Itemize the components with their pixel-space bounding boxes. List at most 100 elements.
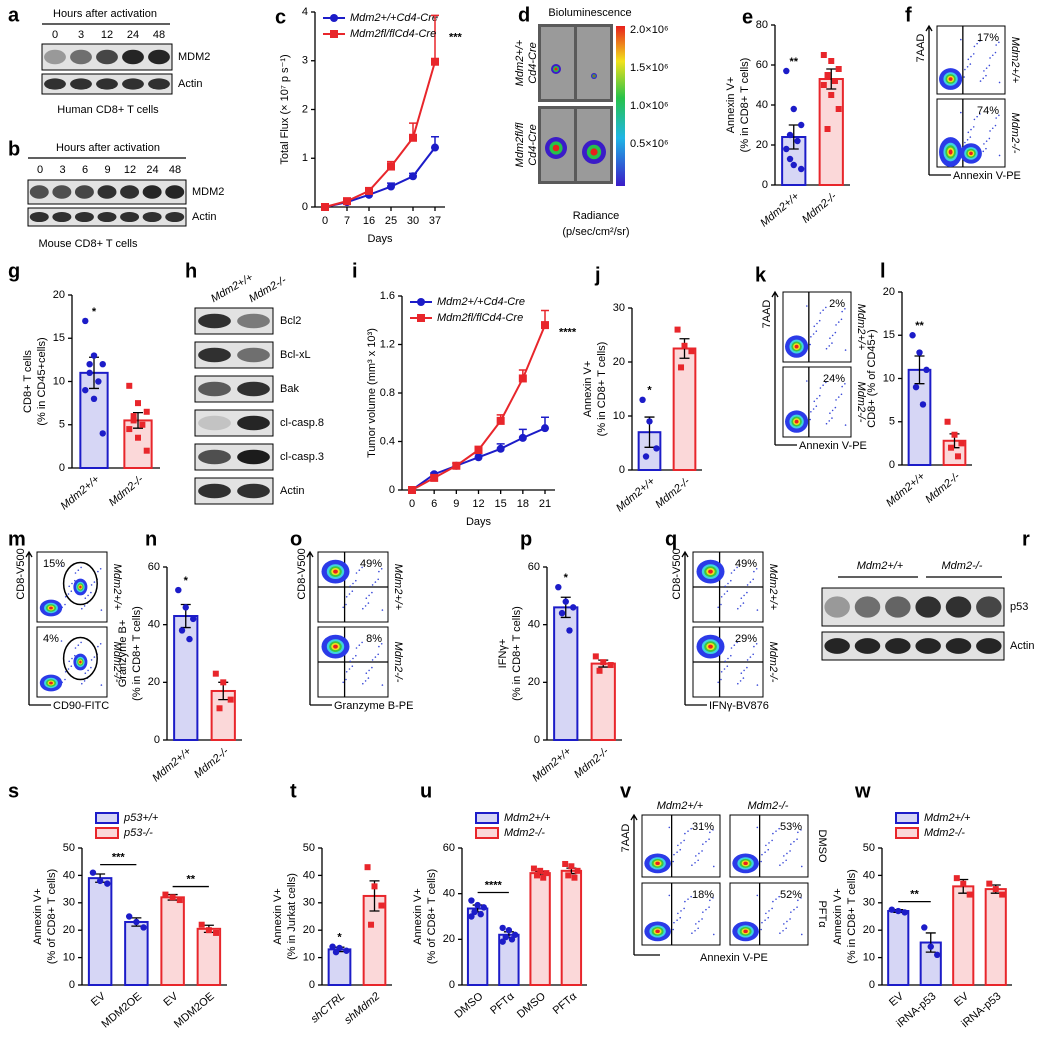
- blot-band: [915, 638, 941, 654]
- event: [746, 659, 749, 661]
- blot-band: [915, 596, 941, 618]
- bar: [529, 872, 551, 986]
- panel-letter: t: [290, 780, 297, 802]
- event: [796, 906, 798, 908]
- data-point: [895, 907, 902, 915]
- x-tick-label: Mdm2-/-: [192, 745, 231, 781]
- x-tick-label: 9: [453, 498, 459, 510]
- data-point: [468, 897, 475, 904]
- event: [74, 579, 76, 582]
- blot-band: [824, 596, 850, 618]
- y-tick-label: 0.4: [380, 435, 395, 447]
- data-point: [186, 635, 193, 643]
- x-tick-label: EV: [161, 990, 180, 1009]
- event: [736, 641, 738, 644]
- event: [377, 653, 380, 656]
- blot-band: [96, 78, 118, 90]
- group-label: Mdm2fl/fl: [514, 122, 526, 167]
- row-label: PFTα: [816, 900, 828, 928]
- event: [785, 927, 787, 930]
- event: [828, 420, 831, 422]
- event: [694, 861, 696, 864]
- x-tick-label: Mdm2-/-: [572, 745, 611, 781]
- x-tick-label: 15: [495, 498, 507, 510]
- y-tick-label: 40: [528, 619, 540, 631]
- x-tick-label: 18: [517, 498, 529, 510]
- data-point: [790, 105, 797, 113]
- group-label: Mdm2-/-: [942, 560, 983, 572]
- event: [77, 569, 80, 571]
- event: [768, 910, 770, 912]
- data-point: [569, 604, 577, 611]
- data-point: [923, 366, 930, 374]
- y-tick-label: 0: [762, 179, 768, 191]
- percentage: 31%: [692, 821, 714, 833]
- event: [377, 578, 380, 581]
- data-point: [499, 938, 506, 945]
- annotation: ***: [449, 31, 463, 43]
- event: [841, 385, 843, 388]
- event: [964, 141, 966, 144]
- marker: [409, 133, 417, 142]
- event: [97, 570, 99, 573]
- event: [772, 900, 774, 903]
- blot-band: [52, 185, 72, 199]
- data-point: [130, 417, 137, 424]
- blot-band: [885, 638, 911, 654]
- lane-label: 12: [124, 164, 136, 176]
- scale-label: 1.0×10⁶: [630, 100, 668, 112]
- x-tick-label: Mdm2+/+: [530, 745, 574, 784]
- annotation: *: [184, 575, 189, 587]
- event: [796, 838, 798, 840]
- scale-label: 2.0×10⁶: [630, 24, 668, 36]
- data-point: [919, 401, 927, 408]
- percentage: 49%: [735, 558, 757, 570]
- event: [970, 55, 972, 58]
- percentage: 8%: [366, 633, 382, 645]
- x-axis-label: Days: [367, 233, 393, 245]
- row-label: MDM2: [178, 51, 210, 63]
- event: [840, 318, 843, 321]
- data-point: [888, 906, 896, 913]
- event: [690, 827, 692, 830]
- data-point: [786, 131, 794, 139]
- event: [771, 907, 773, 910]
- event: [695, 855, 697, 857]
- lane-label: 24: [146, 164, 158, 176]
- legend-label: Mdm2+/+Cd4-Cre: [350, 12, 438, 24]
- blot-header: Hours after activation: [56, 142, 160, 154]
- event: [84, 672, 87, 674]
- event: [64, 678, 66, 681]
- y-tick-label: 0: [534, 734, 540, 746]
- event: [668, 894, 671, 897]
- image-title: Bioluminescence: [548, 7, 631, 19]
- density: [49, 606, 53, 610]
- event: [97, 645, 99, 648]
- row-label: cl-casp.3: [280, 451, 324, 463]
- panel-letter: n: [145, 528, 157, 550]
- marker: [365, 186, 373, 195]
- y-tick-label: 30: [63, 897, 75, 909]
- event: [989, 130, 991, 132]
- data-point: [212, 670, 219, 677]
- event: [782, 929, 784, 932]
- data-point: [511, 931, 519, 938]
- panel-letter: b: [8, 138, 20, 160]
- row-label: Bcl2: [280, 315, 301, 327]
- signal: [593, 75, 595, 77]
- y-axis-label: CD8+ T cells: [22, 350, 34, 413]
- group-label: Mdm2+/+: [514, 39, 526, 86]
- event: [743, 669, 745, 672]
- marker: [474, 453, 483, 462]
- event: [985, 140, 988, 142]
- x-tick-label: Mdm2+/+: [150, 745, 194, 784]
- blot-band: [120, 211, 140, 223]
- panel-letter: j: [594, 264, 601, 286]
- data-point: [944, 418, 951, 425]
- bar: [553, 606, 579, 741]
- lane-label: 12: [101, 29, 113, 41]
- data-point: [986, 880, 993, 887]
- y-axis-label: 7AAD: [915, 34, 927, 63]
- event: [90, 659, 93, 661]
